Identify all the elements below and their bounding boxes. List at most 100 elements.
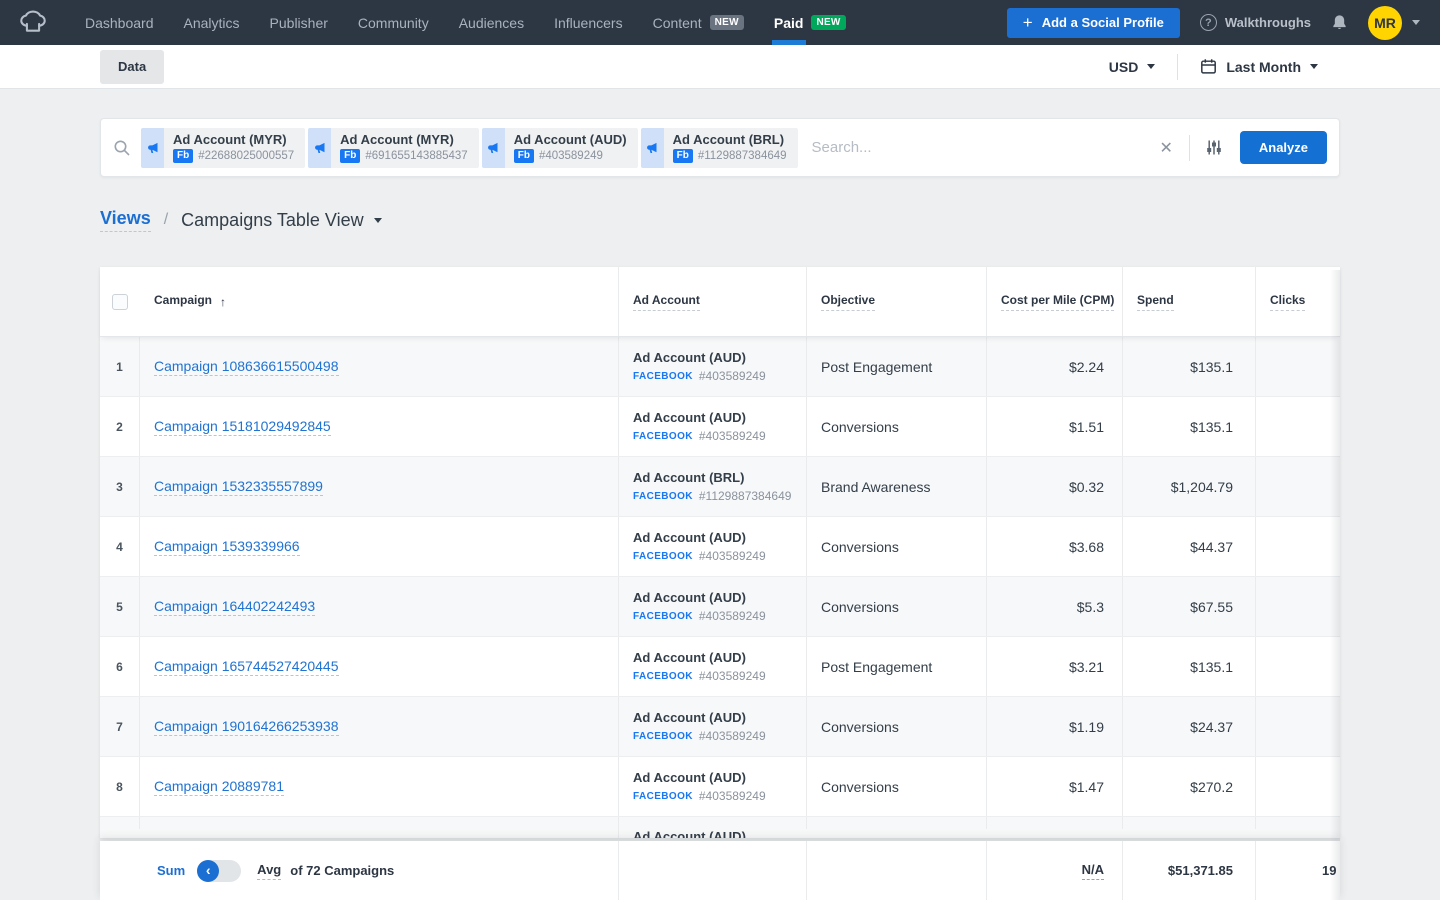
user-menu[interactable]: MR <box>1368 6 1420 40</box>
currency-value: USD <box>1109 59 1139 75</box>
date-range-select[interactable]: Last Month <box>1200 58 1318 75</box>
campaign-count-label: of 72 Campaigns <box>290 863 394 878</box>
table-row: 3 Campaign 1532335557899 Ad Account (BRL… <box>100 457 1340 517</box>
chip-account-id: #22688025000557 <box>198 150 294 162</box>
avatar[interactable]: MR <box>1368 6 1402 40</box>
add-social-profile-label: Add a Social Profile <box>1042 15 1164 30</box>
nav-item-paid[interactable]: Paid NEW <box>759 0 861 45</box>
column-header-clicks[interactable]: Clicks <box>1270 293 1305 311</box>
network-label: FACEBOOK <box>633 611 693 622</box>
objective-cell: Conversions <box>806 517 986 576</box>
nav-item-dashboard[interactable]: Dashboard <box>70 0 169 45</box>
calendar-icon <box>1200 58 1217 75</box>
tab-data[interactable]: Data <box>100 50 164 84</box>
currency-select[interactable]: USD <box>1109 59 1156 75</box>
partial-table-row: Ad Account (AUD) <box>100 817 1340 838</box>
row-index: 6 <box>100 637 140 696</box>
nav-item-audiences[interactable]: Audiences <box>444 0 539 45</box>
spend-cell: $135.1 <box>1122 637 1255 696</box>
nav-item-analytics[interactable]: Analytics <box>169 0 255 45</box>
table-row: 8 Campaign 20889781 Ad Account (AUD) FAC… <box>100 757 1340 817</box>
sum-label[interactable]: Sum <box>157 863 185 878</box>
chevron-down-icon <box>1412 20 1420 25</box>
row-index: 2 <box>100 397 140 456</box>
network-label: FACEBOOK <box>633 731 693 742</box>
facebook-badge: Fb <box>173 149 193 163</box>
chip-ad-account-1[interactable]: Ad Account (MYR) Fb #22688025000557 <box>141 128 305 168</box>
spend-cell: $1,204.79 <box>1122 457 1255 516</box>
objective-cell: Post Engagement <box>806 637 986 696</box>
notifications-bell-icon[interactable] <box>1331 14 1348 31</box>
active-tab-indicator <box>772 40 806 45</box>
nav-label: Audiences <box>459 15 524 31</box>
network-label: FACEBOOK <box>633 371 693 382</box>
chip-ad-account-3[interactable]: Ad Account (AUD) Fb#403589249 <box>482 128 638 168</box>
campaign-link[interactable]: Campaign 1539339966 <box>154 538 300 556</box>
nav-item-content[interactable]: Content NEW <box>638 0 759 45</box>
footer-spend-value: $51,371.85 <box>1122 841 1255 900</box>
campaign-link[interactable]: Campaign 15181029492845 <box>154 418 331 436</box>
account-id: #1129887384649 <box>699 489 792 503</box>
nav-label: Publisher <box>270 15 328 31</box>
nav-item-community[interactable]: Community <box>343 0 444 45</box>
logo-icon[interactable] <box>18 9 48 36</box>
analyze-button[interactable]: Analyze <box>1240 131 1327 164</box>
column-header-ad-account[interactable]: Ad Account <box>633 293 700 311</box>
cpm-cell: $3.21 <box>986 637 1122 696</box>
facebook-badge: Fb <box>340 149 360 163</box>
table-row: 4 Campaign 1539339966 Ad Account (AUD) F… <box>100 517 1340 577</box>
chip-account-name: Ad Account (MYR) <box>173 132 294 147</box>
chip-ad-account-4[interactable]: Ad Account (BRL) Fb#1129887384649 <box>641 128 798 168</box>
views-link[interactable]: Views <box>100 208 151 232</box>
cpm-cell: $0.32 <box>986 457 1122 516</box>
nav-label: Community <box>358 15 429 31</box>
megaphone-icon <box>308 128 331 168</box>
nav-item-publisher[interactable]: Publisher <box>255 0 343 45</box>
walkthroughs-button[interactable]: ? Walkthroughs <box>1200 14 1311 31</box>
sum-avg-toggle[interactable]: ‹ <box>197 860 241 882</box>
campaign-link[interactable]: Campaign 20889781 <box>154 778 284 796</box>
nav-label: Content <box>653 15 702 31</box>
campaign-link[interactable]: Campaign 190164266253938 <box>154 718 339 736</box>
facebook-badge: Fb <box>514 149 534 163</box>
add-social-profile-button[interactable]: + Add a Social Profile <box>1007 8 1180 38</box>
ad-account-name: Ad Account (AUD) <box>633 530 792 545</box>
ad-account-name: Ad Account (AUD) <box>633 710 792 725</box>
campaign-link[interactable]: Campaign 1532335557899 <box>154 478 323 496</box>
campaign-link[interactable]: Campaign 164402242493 <box>154 598 315 616</box>
chip-account-name: Ad Account (BRL) <box>673 132 787 147</box>
column-header-spend[interactable]: Spend <box>1137 293 1174 311</box>
row-index: 1 <box>100 337 140 396</box>
spend-cell: $24.37 <box>1122 697 1255 756</box>
row-index: 8 <box>100 757 140 816</box>
row-index: 5 <box>100 577 140 636</box>
nav-item-influencers[interactable]: Influencers <box>539 0 637 45</box>
breadcrumb: Views / Campaigns Table View <box>100 207 1340 233</box>
megaphone-icon <box>641 128 664 168</box>
account-id: #403589249 <box>699 669 766 683</box>
nav-label: Influencers <box>554 15 622 31</box>
cpm-cell: $3.68 <box>986 517 1122 576</box>
clear-search-icon[interactable]: ✕ <box>1149 138 1182 158</box>
spend-cell: $135.1 <box>1122 397 1255 456</box>
view-selector[interactable]: Campaigns Table View <box>181 210 381 231</box>
column-header-campaign[interactable]: Campaign <box>154 293 212 310</box>
network-label: FACEBOOK <box>633 671 693 682</box>
campaign-link[interactable]: Campaign 165744527420445 <box>154 658 339 676</box>
filter-sliders-icon[interactable] <box>1196 139 1232 156</box>
campaign-link[interactable]: Campaign 108636615500498 <box>154 358 339 376</box>
network-label: FACEBOOK <box>633 431 693 442</box>
objective-cell: Conversions <box>806 697 986 756</box>
walkthroughs-label: Walkthroughs <box>1225 15 1311 30</box>
column-header-objective[interactable]: Objective <box>821 293 875 311</box>
ad-account-name: Ad Account (BRL) <box>633 470 792 485</box>
column-header-cpm[interactable]: Cost per Mile (CPM) <box>1001 293 1114 311</box>
chip-ad-account-2[interactable]: Ad Account (MYR) Fb#691655143885437 <box>308 128 479 168</box>
row-index: 4 <box>100 517 140 576</box>
clicks-cell <box>1255 517 1340 576</box>
search-input[interactable] <box>798 139 1150 156</box>
avg-label[interactable]: Avg <box>257 862 281 880</box>
nav-right-actions: + Add a Social Profile ? Walkthroughs MR <box>1007 6 1420 40</box>
facebook-badge: Fb <box>673 149 693 163</box>
select-all-checkbox[interactable] <box>112 294 128 310</box>
